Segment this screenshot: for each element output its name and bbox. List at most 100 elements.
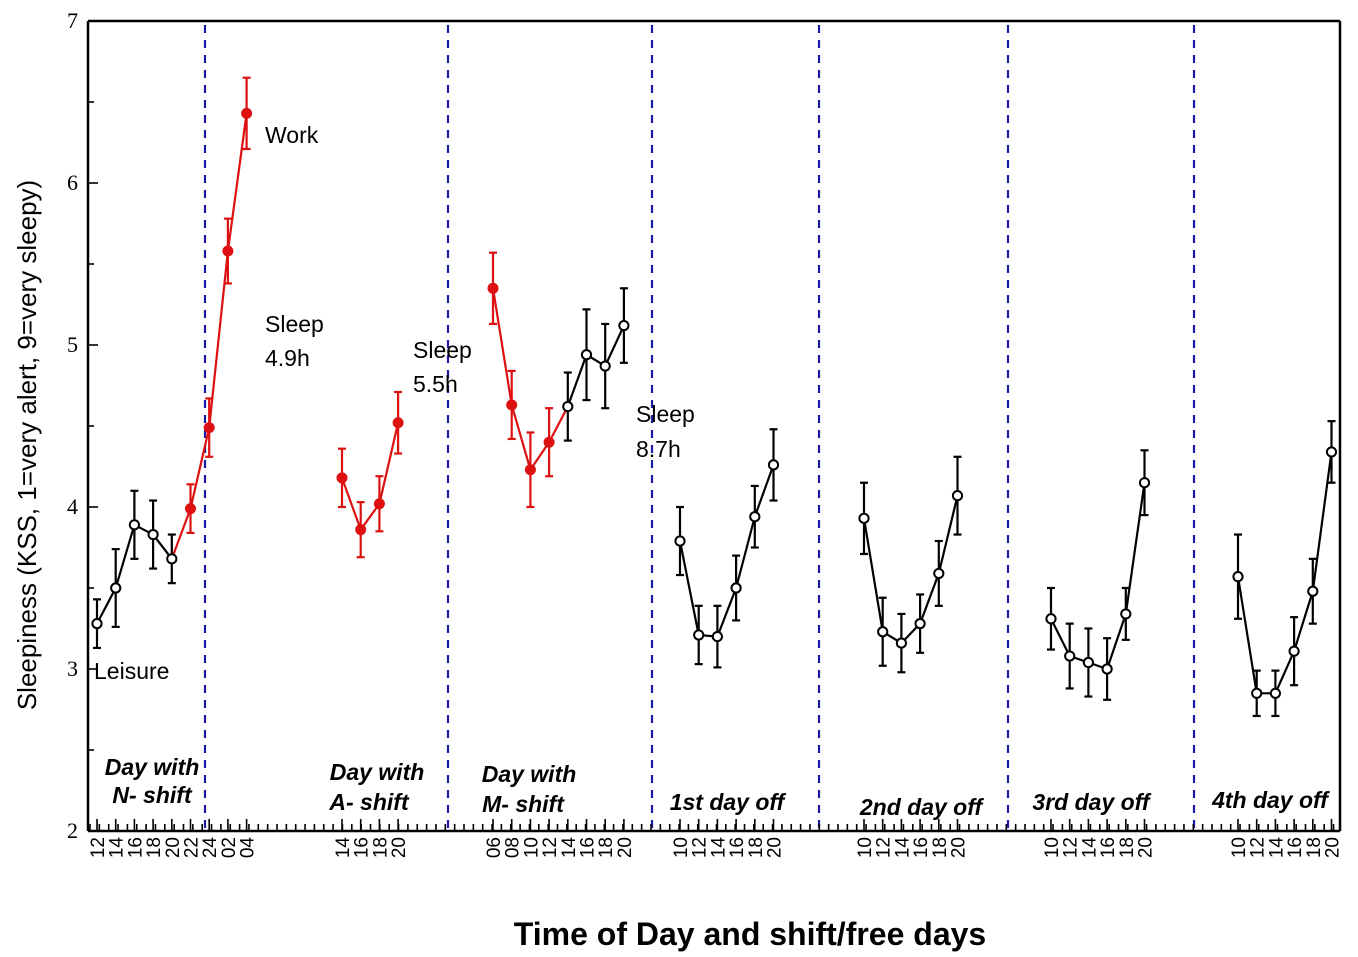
leisure-point xyxy=(895,637,908,649)
leisure-point xyxy=(580,349,593,361)
x-tick-label: 12 xyxy=(1061,837,1082,858)
work-point xyxy=(185,503,196,515)
leisure-point xyxy=(1288,645,1300,657)
day-label: 3rd day off xyxy=(1032,789,1151,815)
dividers xyxy=(203,25,1196,831)
series-line-segment xyxy=(1274,650,1296,694)
work-point xyxy=(543,436,555,448)
x-tick-label: 20 xyxy=(1323,837,1344,858)
annotation-text: Leisure xyxy=(94,658,169,684)
leisure-point xyxy=(599,360,611,372)
series-line-segment xyxy=(678,540,700,636)
series-line-segment xyxy=(919,573,940,625)
x-tick-label: 10 xyxy=(1042,837,1063,858)
leisure-point xyxy=(1082,656,1095,669)
series-line-segment xyxy=(529,441,551,471)
series-line-segment xyxy=(937,495,959,574)
annotation-text: 5.5h xyxy=(413,371,458,397)
series xyxy=(91,76,1338,718)
leisure-point xyxy=(1307,585,1319,597)
work-point xyxy=(241,107,253,119)
x-tick-label: 20 xyxy=(163,837,184,858)
x-tick-label: 20 xyxy=(765,837,786,858)
day-label: 1st day off xyxy=(670,789,787,815)
x-tick-label: 20 xyxy=(615,837,636,858)
series-line-segment xyxy=(753,464,775,518)
x-tick-label: 16 xyxy=(1098,837,1119,858)
x-tick-label: 18 xyxy=(370,837,391,858)
day-label: 4th day off xyxy=(1211,787,1330,813)
leisure-point xyxy=(618,319,630,332)
annotation-text: 4.9h xyxy=(265,345,310,371)
annotations: Work Leisure Sleep 4.9h Sleep 5.5h Sleep 8.7h xyxy=(94,122,695,684)
series-line-segment xyxy=(208,250,229,428)
x-tick-label: 14 xyxy=(333,837,354,859)
y-axis-label: Sleepiness (KSS, 1=very alert, 9=very sl… xyxy=(12,180,42,710)
leisure-point xyxy=(562,400,574,413)
leisure-point xyxy=(693,629,705,641)
series-line-segment xyxy=(189,427,211,509)
work-point xyxy=(203,422,215,434)
series-line-segment xyxy=(1106,613,1127,670)
x-tick-label: 16 xyxy=(352,837,373,858)
work-point xyxy=(487,282,499,294)
leisure-point xyxy=(933,567,945,580)
leisure-point xyxy=(1064,650,1076,662)
work-point xyxy=(222,245,234,257)
series-line-segment xyxy=(378,422,400,505)
series-line-segment xyxy=(96,587,117,625)
series-line-segment xyxy=(735,516,756,589)
leisure-point xyxy=(914,618,926,630)
work-point xyxy=(524,464,536,476)
leisure-point xyxy=(711,631,724,643)
leisure-point xyxy=(674,535,686,547)
leisure-point xyxy=(1325,446,1338,458)
series-line-segment xyxy=(862,518,884,632)
leisure-point xyxy=(767,459,780,471)
annotation-text: Sleep xyxy=(413,337,472,363)
leisure-point xyxy=(1232,571,1244,583)
series-line-segment xyxy=(170,508,192,560)
series-line-segment xyxy=(566,354,588,407)
series-line-segment xyxy=(716,587,738,637)
x-tick-label: 18 xyxy=(596,837,617,858)
annotation-text: Work xyxy=(265,122,319,148)
leisure-point xyxy=(1045,613,1057,625)
x-tick-label: 16 xyxy=(911,837,932,858)
x-tick-label: 20 xyxy=(1136,837,1157,858)
leisure-point xyxy=(877,626,889,638)
series-line-segment xyxy=(1311,451,1333,592)
leisure-point xyxy=(858,512,870,524)
x-tick-label: 10 xyxy=(521,837,542,858)
x-tick-label: 16 xyxy=(125,837,146,858)
x-tick-label: 04 xyxy=(238,837,259,859)
x-tick-label: 02 xyxy=(219,837,240,858)
series-line-segment xyxy=(114,524,136,589)
leisure-point xyxy=(951,490,964,502)
day-label: A- shift xyxy=(328,789,410,815)
day-label: M- shift xyxy=(482,791,565,817)
day-label: 2nd day off xyxy=(859,794,985,820)
annotation-text: 8.7h xyxy=(636,436,681,462)
x-tick-label: 14 xyxy=(559,837,580,859)
leisure-point xyxy=(1101,663,1113,675)
leisure-point xyxy=(1251,687,1263,699)
x-tick-label: 10 xyxy=(855,837,876,858)
leisure-point xyxy=(749,511,761,523)
x-tick-label: 14 xyxy=(892,837,913,859)
series-line-segment xyxy=(491,288,513,406)
x-tick-label: 18 xyxy=(930,837,951,858)
series-line-segment xyxy=(510,404,532,471)
x-tick-label: 18 xyxy=(1304,837,1325,858)
x-tick-label: 18 xyxy=(1117,837,1138,858)
y-axis: 2 3 4 5 6 7 xyxy=(67,8,98,843)
x-tick-label: 16 xyxy=(578,837,599,858)
x-tick-label: 10 xyxy=(1229,837,1250,858)
x-tick-label: 08 xyxy=(503,837,524,858)
x-tick-label: 12 xyxy=(88,837,109,858)
work-point xyxy=(373,498,385,510)
series-line-segment xyxy=(340,477,362,531)
series-line-segment xyxy=(604,325,625,367)
leisure-point xyxy=(128,519,140,531)
series-line-segment xyxy=(1236,576,1258,694)
